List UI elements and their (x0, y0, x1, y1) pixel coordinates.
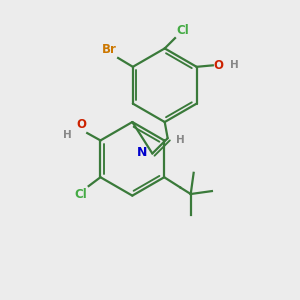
Text: Br: Br (102, 43, 117, 56)
Text: H: H (176, 135, 184, 145)
Text: N: N (137, 146, 147, 159)
Text: H: H (230, 60, 239, 70)
Text: O: O (76, 118, 87, 131)
Text: O: O (213, 59, 224, 72)
Text: H: H (63, 130, 72, 140)
Text: Cl: Cl (176, 24, 189, 37)
Text: Cl: Cl (74, 188, 87, 201)
